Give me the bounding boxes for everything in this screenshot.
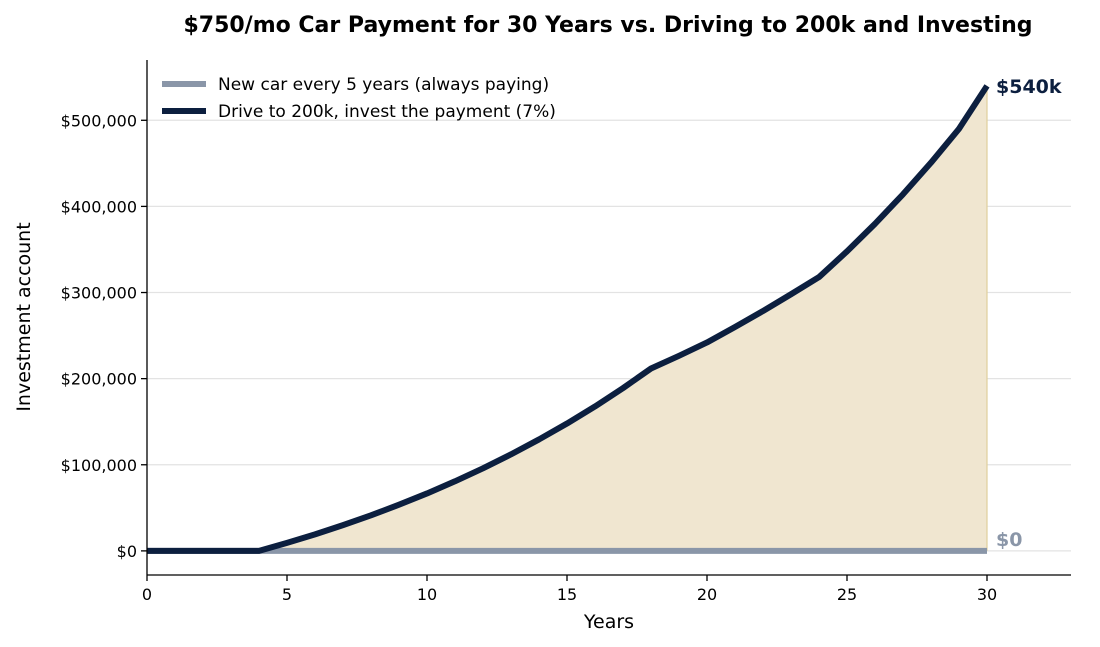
invest-fill-area <box>147 85 987 551</box>
legend: New car every 5 years (always paying) Dri… <box>162 75 556 122</box>
tick-labels: 0 5 10 15 20 25 30 $0 $100,000 $200,000 $300,000 $4… <box>61 111 998 604</box>
legend-label-1: Drive to 200k, invest the payment (7%) <box>218 102 556 122</box>
y-tick-label-1: $100,000 <box>61 456 137 475</box>
series-line-1 <box>147 84 990 554</box>
x-tick-label-5: 25 <box>837 585 857 604</box>
y-axis-label: Investment account <box>13 222 35 411</box>
y-tick-label-3: $300,000 <box>61 284 137 303</box>
x-tick-label-1: 5 <box>282 585 292 604</box>
chart-title: $750/mo Car Payment for 30 Years vs. Dri… <box>183 13 1032 38</box>
y-tick-label-2: $200,000 <box>61 370 137 389</box>
x-tick-label-0: 0 <box>142 585 152 604</box>
fill-area <box>147 85 988 551</box>
end-label-invest: $540k <box>996 76 1062 98</box>
y-tick-label-4: $400,000 <box>61 197 137 216</box>
legend-label-0: New car every 5 years (always paying) <box>218 75 549 95</box>
x-tick-label-4: 20 <box>697 585 717 604</box>
x-axis-label: Years <box>583 611 634 633</box>
x-tick-label-6: 30 <box>977 585 997 604</box>
axes <box>146 60 1071 576</box>
y-tick-label-5: $500,000 <box>61 111 137 130</box>
x-tick-label-3: 15 <box>557 585 577 604</box>
series-lines <box>147 84 990 554</box>
x-tick-label-2: 10 <box>417 585 437 604</box>
end-labels: $0 $540k <box>996 76 1062 551</box>
y-tick-label-0: $0 <box>117 542 137 561</box>
end-label-current: $0 <box>996 529 1022 551</box>
